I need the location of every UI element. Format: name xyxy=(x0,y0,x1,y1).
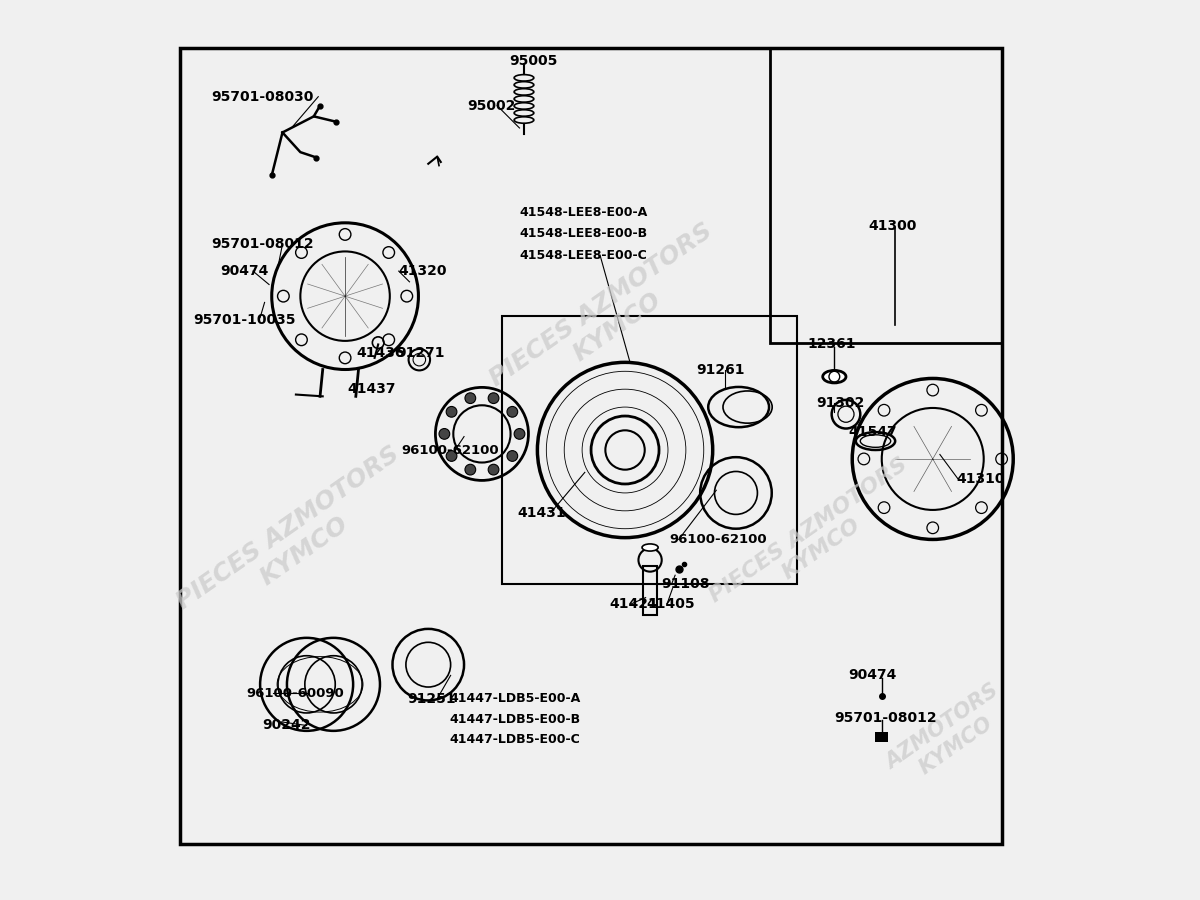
Text: 91302: 91302 xyxy=(816,396,865,410)
Circle shape xyxy=(506,451,517,462)
Text: 95701-08012: 95701-08012 xyxy=(834,711,937,725)
Ellipse shape xyxy=(642,544,658,551)
Circle shape xyxy=(464,392,475,403)
Text: 41437: 41437 xyxy=(348,382,396,396)
Circle shape xyxy=(506,407,517,418)
Text: 41431: 41431 xyxy=(517,506,566,519)
Text: 90474: 90474 xyxy=(848,669,898,682)
Bar xyxy=(876,732,888,742)
Bar xyxy=(770,48,1002,343)
Text: 91108: 91108 xyxy=(661,577,709,591)
Text: 96100-60090: 96100-60090 xyxy=(247,687,344,700)
Text: 95005: 95005 xyxy=(509,54,557,68)
Text: PIECES AZMOTORS
KYMCO: PIECES AZMOTORS KYMCO xyxy=(485,219,733,413)
Text: 41300: 41300 xyxy=(869,220,917,233)
Text: 41548-LEE8-E00-B: 41548-LEE8-E00-B xyxy=(520,227,648,240)
Text: 41310: 41310 xyxy=(956,472,1004,486)
Text: 91251: 91251 xyxy=(408,692,456,706)
Text: 91271: 91271 xyxy=(396,346,444,360)
Text: 95002: 95002 xyxy=(468,99,516,112)
Text: 90242: 90242 xyxy=(262,718,311,733)
Text: 41447-LDB5-E00-C: 41447-LDB5-E00-C xyxy=(450,734,581,746)
Text: 95701-08030: 95701-08030 xyxy=(211,90,313,104)
Text: 41548-LEE8-E00-A: 41548-LEE8-E00-A xyxy=(520,206,648,220)
Text: 41436: 41436 xyxy=(356,346,406,360)
Text: 41447-LDB5-E00-B: 41447-LDB5-E00-B xyxy=(450,713,581,725)
Bar xyxy=(502,316,797,584)
Bar xyxy=(643,566,658,616)
Circle shape xyxy=(488,464,499,475)
Circle shape xyxy=(488,392,499,403)
Text: AZMOTORS
KYMCO: AZMOTORS KYMCO xyxy=(882,680,1015,792)
Bar xyxy=(180,48,1002,843)
Ellipse shape xyxy=(823,371,846,382)
Text: 12361: 12361 xyxy=(808,338,856,352)
Circle shape xyxy=(446,451,457,462)
Text: 41405: 41405 xyxy=(647,597,695,611)
Text: 41320: 41320 xyxy=(398,264,448,278)
Text: 95701-10035: 95701-10035 xyxy=(193,313,295,328)
Text: 90474: 90474 xyxy=(220,264,269,278)
Text: PIECES AZMOTORS
KYMCO: PIECES AZMOTORS KYMCO xyxy=(172,442,420,637)
Circle shape xyxy=(446,407,457,418)
Text: 41547: 41547 xyxy=(848,425,898,439)
Circle shape xyxy=(514,428,524,439)
Text: 41447-LDB5-E00-A: 41447-LDB5-E00-A xyxy=(450,692,581,706)
Text: PIECES AZMOTORS
KYMCO: PIECES AZMOTORS KYMCO xyxy=(706,454,924,625)
Text: 95701-08012: 95701-08012 xyxy=(211,238,313,251)
Text: 41548-LEE8-E00-C: 41548-LEE8-E00-C xyxy=(520,248,647,262)
Text: 91261: 91261 xyxy=(696,363,745,376)
Text: 41421: 41421 xyxy=(608,597,658,611)
Circle shape xyxy=(439,428,450,439)
Text: 96100-62100: 96100-62100 xyxy=(402,444,499,456)
Text: 96100-62100: 96100-62100 xyxy=(670,533,767,546)
Circle shape xyxy=(464,464,475,475)
